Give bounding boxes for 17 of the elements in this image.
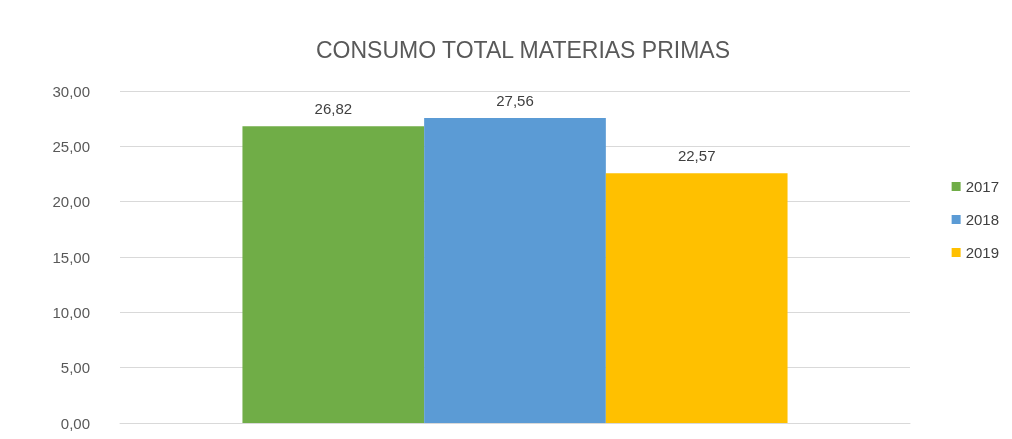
chart-title: CONSUMO TOTAL MATERIAS PRIMAS — [315, 36, 731, 63]
legend-label: 2017 — [965, 178, 1000, 195]
y-tick-label: 20,00 — [52, 193, 90, 211]
y-tick-label: 25,00 — [52, 137, 90, 155]
legend-label: 2019 — [965, 244, 1000, 261]
y-tick-label: 30,00 — [52, 82, 90, 100]
data-label: 22,57 — [677, 147, 716, 165]
data-label: 27,56 — [496, 92, 534, 109]
bar — [605, 173, 788, 423]
y-tick-label: 15,00 — [52, 248, 90, 266]
y-tick-label: 10,00 — [52, 303, 90, 321]
legend-label: 2018 — [965, 211, 1000, 228]
data-label: 26,82 — [314, 100, 353, 118]
bar — [424, 118, 606, 423]
bar — [242, 126, 425, 423]
y-tick-label: 5,00 — [60, 359, 90, 377]
y-tick-label: 0,00 — [60, 414, 90, 432]
